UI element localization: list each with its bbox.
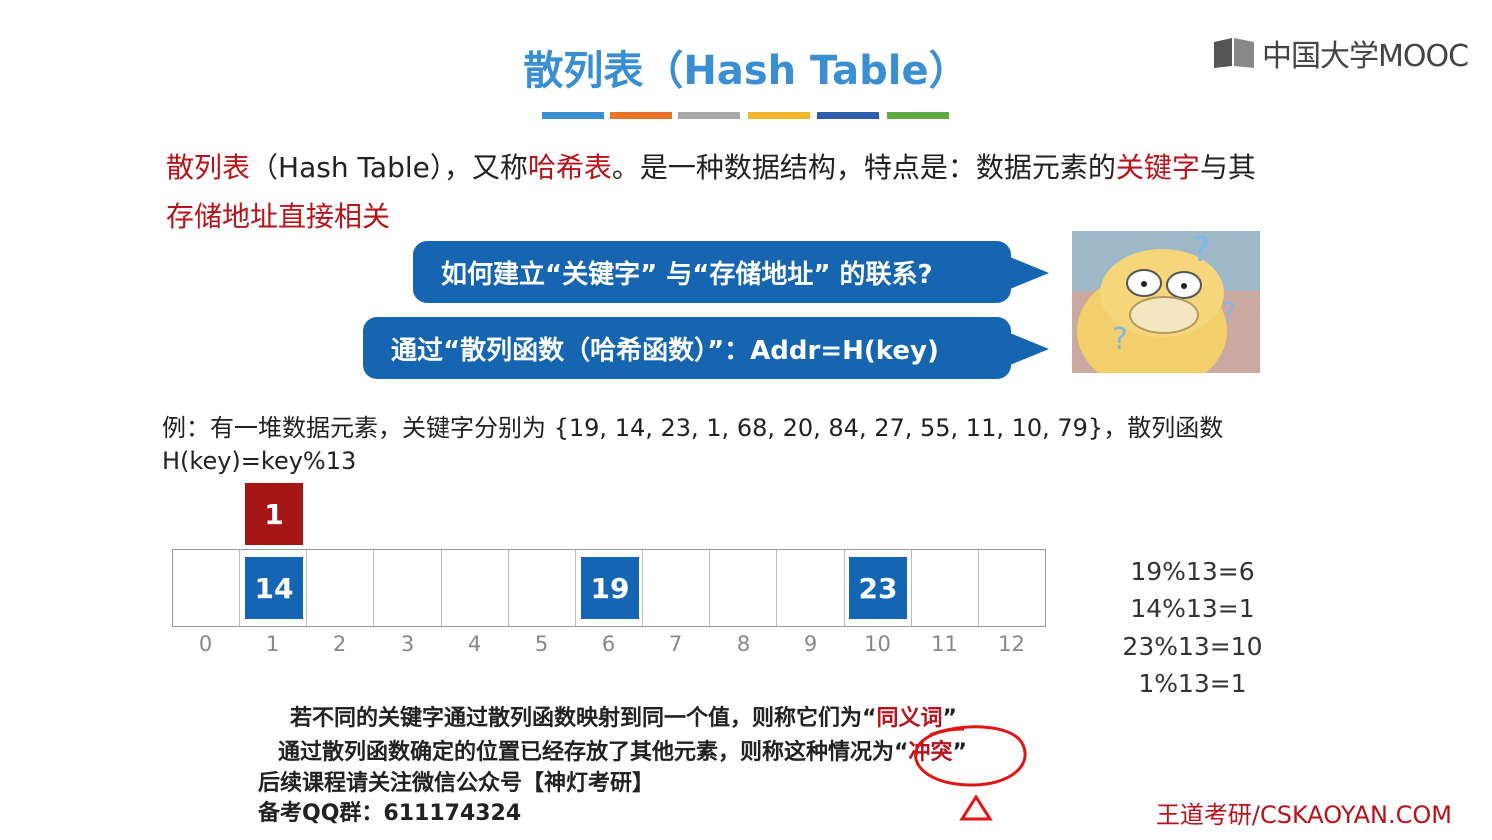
svg-text:?: ? (1222, 298, 1236, 328)
term-hash-table: 散列表 (166, 151, 251, 184)
slot-index: 8 (736, 632, 751, 656)
intro-text: （Hash Table），又称 (250, 151, 528, 184)
conflict-element: 1 (245, 483, 303, 545)
question-text: 如何建立“关键字” 与“存储地址” 的联系? (441, 259, 933, 290)
table-slot (979, 550, 1045, 626)
intro-text: 与其 (1199, 151, 1256, 184)
example-line-2: H(key)=key%13 (162, 447, 357, 475)
slot-index: 3 (400, 632, 415, 656)
svg-text:?: ? (1112, 322, 1128, 357)
slot-index: 1 (265, 632, 280, 656)
answer-bubble: 通过“散列函数（哈希函数）”：Addr=H(key) (363, 317, 1011, 379)
intro-line-2: 存储地址直接相关 (166, 200, 391, 233)
slot-index: 6 (601, 632, 616, 656)
page-title: 散列表（Hash Table） (523, 48, 969, 94)
underline-bar (817, 112, 879, 119)
table-slot (240, 550, 308, 626)
calc-line: 14%13=1 (1130, 594, 1255, 623)
psyduck-image: ? ? ? (1072, 231, 1260, 373)
slot-index: 9 (803, 632, 818, 656)
table-entry: 19 (581, 557, 639, 619)
calc-line: 19%13=6 (1130, 557, 1255, 586)
note-text: ” (952, 740, 967, 765)
underline-bar (887, 112, 949, 119)
bubble-tail (1005, 331, 1049, 367)
underline-bar (610, 112, 672, 119)
handwritten-circle-annotation (914, 725, 1027, 821)
svg-text:?: ? (1192, 231, 1210, 270)
calc-line: 23%13=10 (1122, 632, 1263, 661)
term-alias: 哈希表 (527, 151, 612, 184)
question-bubble: 如何建立“关键字” 与“存储地址” 的联系? (413, 241, 1011, 303)
intro-text: 。是一种数据结构，特点是：数据元素的 (611, 151, 1116, 184)
table-slot (509, 550, 576, 626)
term-keyword: 关键字 (1115, 151, 1200, 184)
intro-line-1: 散列表（Hash Table），又称哈希表。是一种数据结构，特点是：数据元素的关… (166, 144, 1256, 192)
note-text: 通过散列函数确定的位置已经存放了其他元素，则称这种情况为“ (278, 740, 909, 765)
slot-index: 12 (998, 632, 1025, 656)
table-slot (845, 550, 912, 626)
table-slot (374, 550, 442, 626)
table-slot (442, 550, 509, 626)
table-slot (173, 550, 241, 626)
answer-text: 通过“散列函数（哈希函数）”：Addr=H(key) (391, 335, 939, 366)
table-slot (777, 550, 845, 626)
underline-bar (748, 112, 810, 119)
follow-note: 后续课程请关注微信公众号【神灯考研】 (258, 771, 655, 796)
slot-index: 11 (931, 632, 958, 656)
table-slot (912, 550, 979, 626)
qq-note: 备考QQ群：611174324 (258, 801, 522, 826)
table-entry: 23 (849, 557, 907, 619)
underline-bar (542, 112, 604, 119)
table-entry: 14 (245, 557, 303, 619)
bubble-tail (1005, 255, 1049, 291)
synonym-term: 同义词 (876, 706, 943, 731)
slot-index: 0 (198, 632, 213, 656)
synonym-note: 若不同的关键字通过散列函数映射到同一个值，则称它们为“同义词” (290, 700, 957, 732)
logo-text: 中国大学MOOC (1262, 39, 1469, 74)
mooc-logo: 中国大学MOOC (1212, 33, 1469, 74)
table-slot (576, 550, 644, 626)
example-line-1: 例：有一堆数据元素，关键字分别为 {19, 14, 23, 1, 68, 20,… (162, 414, 1224, 442)
note-text: ” (942, 706, 957, 731)
conflict-note: 通过散列函数确定的位置已经存放了其他元素，则称这种情况为“冲突” (278, 734, 967, 766)
wangdao-watermark: 王道考研/CSKAOYAN.COM (1155, 801, 1452, 829)
slot-index: 2 (332, 632, 347, 656)
table-slot (643, 550, 711, 626)
calc-line: 1%13=1 (1138, 669, 1247, 698)
hash-table (172, 549, 1046, 627)
slot-index: 10 (864, 632, 891, 656)
slot-index: 7 (668, 632, 683, 656)
table-slot (307, 550, 375, 626)
slot-index: 5 (534, 632, 549, 656)
underline-bar (678, 112, 740, 119)
note-text: 若不同的关键字通过散列函数映射到同一个值，则称它们为“ (290, 706, 877, 731)
book-icon (1212, 36, 1256, 70)
slot-index: 4 (467, 632, 482, 656)
table-slot (710, 550, 778, 626)
